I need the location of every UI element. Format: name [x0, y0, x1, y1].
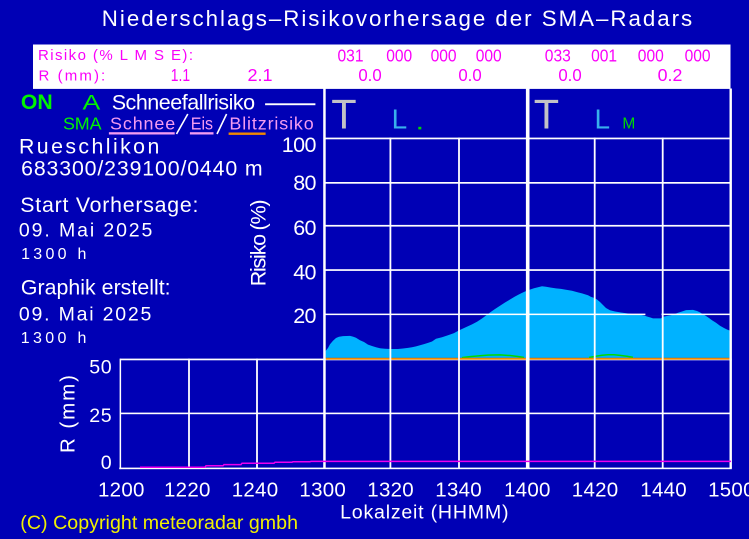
svg-text:Schnee: Schnee: [110, 113, 175, 133]
svg-text:1420: 1420: [572, 478, 618, 501]
svg-text:50: 50: [89, 356, 111, 378]
svg-text:1400: 1400: [504, 478, 550, 501]
svg-text:1340: 1340: [435, 478, 481, 501]
svg-text:000: 000: [431, 45, 457, 65]
svg-text:1200: 1200: [98, 478, 144, 501]
svg-text:0.0: 0.0: [558, 65, 581, 85]
svg-text:Blitzrisiko: Blitzrisiko: [229, 113, 313, 133]
svg-text:L: L: [392, 103, 408, 134]
svg-text:1.1: 1.1: [171, 65, 190, 85]
svg-text:0: 0: [101, 452, 112, 474]
svg-text:Lokalzeit (HHMM): Lokalzeit (HHMM): [340, 502, 508, 524]
svg-text:SMA: SMA: [63, 113, 102, 133]
svg-text:80: 80: [293, 171, 316, 195]
svg-text:20: 20: [293, 304, 316, 328]
svg-text:001: 001: [591, 45, 617, 65]
svg-text:09. Mai 2025: 09. Mai 2025: [19, 304, 152, 326]
svg-text:L: L: [595, 103, 611, 134]
svg-text:2.1: 2.1: [248, 65, 273, 85]
svg-text:Risiko (% L M S E):: Risiko (% L M S E):: [38, 47, 193, 64]
svg-text:T: T: [331, 91, 356, 138]
svg-text:000: 000: [638, 45, 664, 65]
svg-text:25: 25: [89, 405, 111, 427]
svg-text:A: A: [83, 90, 102, 114]
svg-text:60: 60: [293, 216, 316, 240]
svg-text:ON: ON: [21, 90, 53, 114]
svg-text:033: 033: [545, 45, 571, 65]
svg-text:000: 000: [386, 45, 412, 65]
svg-text:Niederschlags–Risikovorhersage: Niederschlags–Risikovorhersage der SMA–R…: [102, 6, 692, 31]
svg-text:1300 h: 1300 h: [21, 330, 87, 347]
svg-text:09. Mai 2025: 09. Mai 2025: [19, 219, 153, 241]
svg-text:Risiko (%): Risiko (%): [247, 200, 271, 287]
svg-text:40: 40: [293, 260, 316, 284]
svg-text:1320: 1320: [367, 478, 413, 501]
svg-text:031: 031: [338, 45, 364, 65]
svg-text:T: T: [534, 91, 559, 138]
svg-text:Schneefallrisiko: Schneefallrisiko: [112, 90, 255, 114]
svg-text:1500: 1500: [708, 478, 749, 501]
svg-text:100: 100: [282, 133, 317, 157]
svg-text:000: 000: [476, 45, 502, 65]
svg-text:0.2: 0.2: [658, 65, 683, 85]
svg-text:0.0: 0.0: [358, 65, 381, 85]
svg-text:0.0: 0.0: [458, 65, 481, 85]
svg-text:(C) Copyright meteoradar gmbh: (C) Copyright meteoradar gmbh: [20, 512, 298, 534]
svg-text:1300: 1300: [299, 478, 345, 501]
svg-text:R (mm): R (mm): [57, 375, 80, 453]
svg-text:Start Vorhersage:: Start Vorhersage:: [20, 193, 198, 217]
svg-text:1240: 1240: [232, 478, 278, 501]
svg-text:000: 000: [685, 45, 711, 65]
svg-text:R (mm):: R (mm):: [39, 67, 106, 84]
svg-text:683300/239100/0440 m: 683300/239100/0440 m: [21, 157, 263, 181]
svg-text:1220: 1220: [164, 478, 210, 501]
svg-text:Eis: Eis: [191, 113, 213, 133]
svg-text:Graphik erstellt:: Graphik erstellt:: [21, 275, 171, 299]
svg-text:M: M: [622, 116, 635, 133]
svg-text:1300 h: 1300 h: [21, 246, 86, 263]
svg-text:1440: 1440: [640, 478, 686, 501]
